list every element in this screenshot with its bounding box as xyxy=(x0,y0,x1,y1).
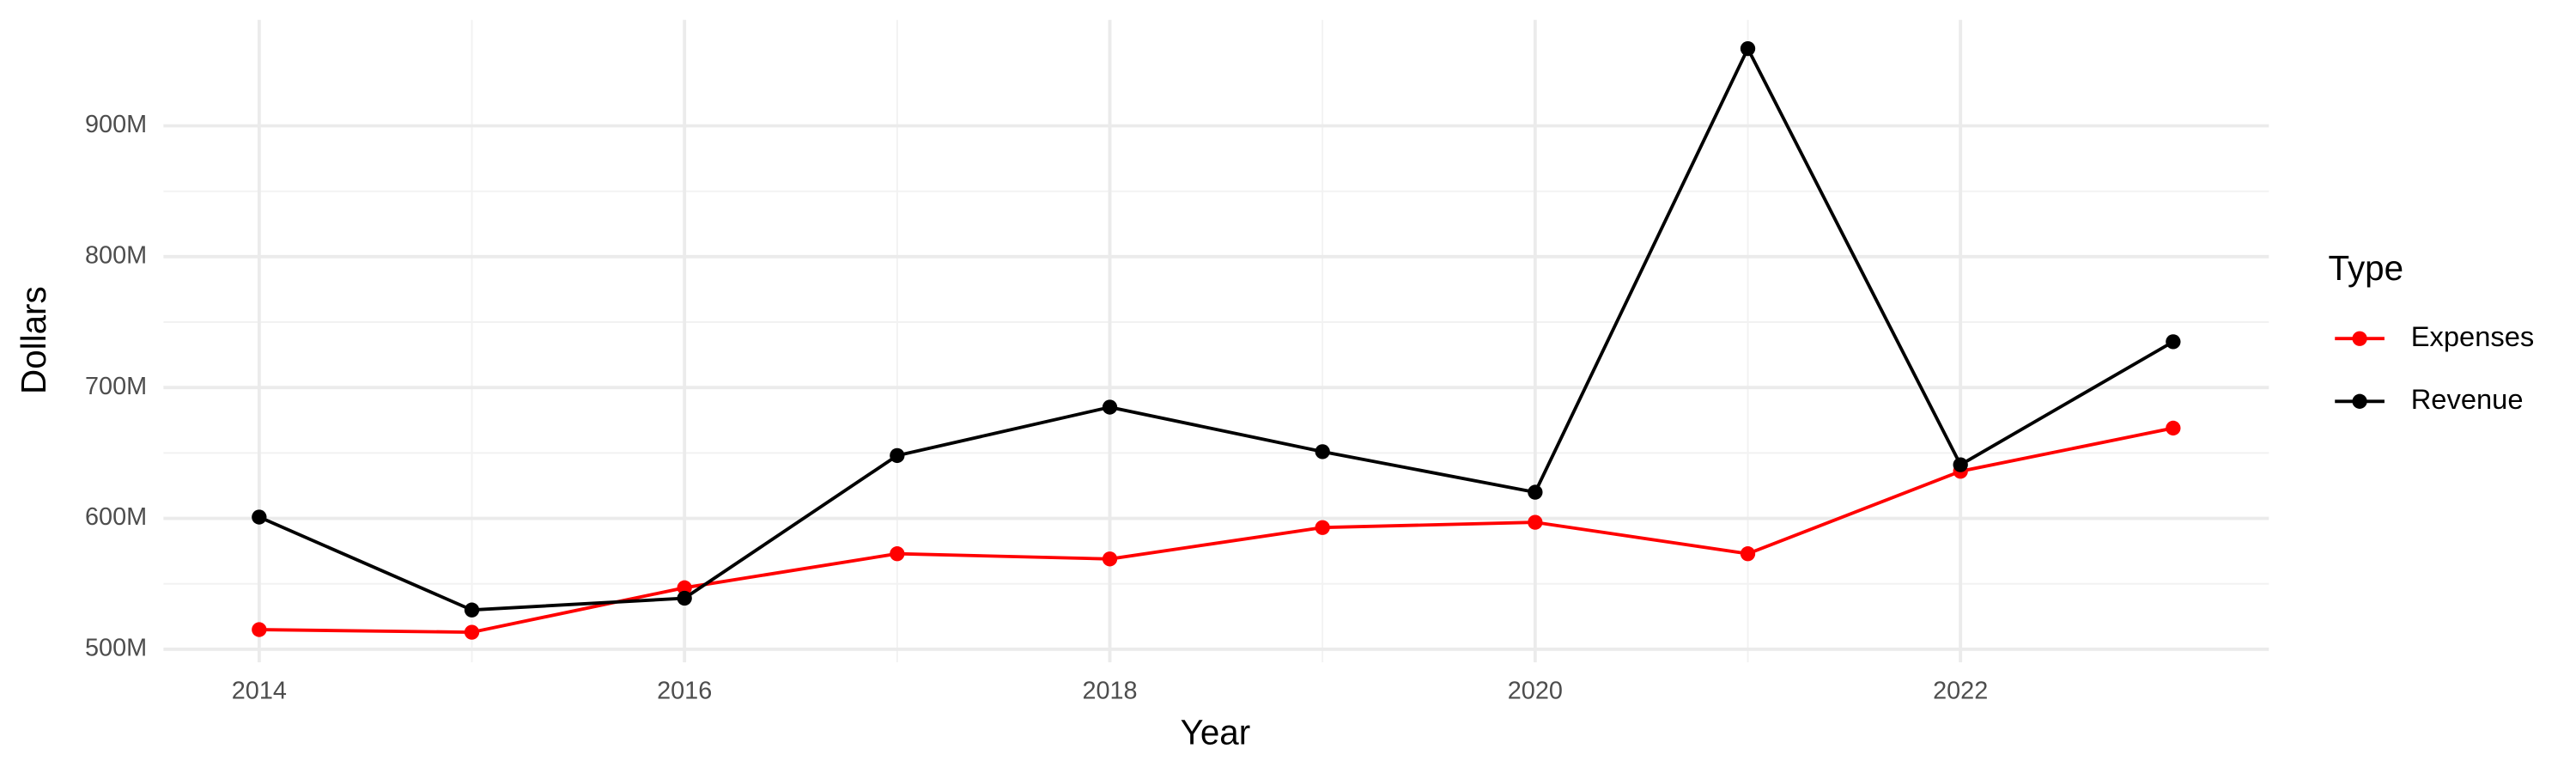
data-point xyxy=(1315,520,1330,535)
data-point xyxy=(2166,334,2181,350)
data-point xyxy=(464,624,480,640)
x-axis-title: Year xyxy=(1181,712,1251,752)
data-point xyxy=(1315,444,1330,460)
y-tick-label: 800M xyxy=(85,241,147,269)
y-tick-label: 600M xyxy=(85,503,147,531)
data-point xyxy=(1528,514,1543,530)
data-point xyxy=(252,622,267,637)
data-point xyxy=(890,447,905,464)
data-point xyxy=(1740,40,1756,57)
legend-label: Revenue xyxy=(2411,383,2524,415)
data-point xyxy=(677,580,692,595)
data-point xyxy=(1953,457,1968,472)
legend-key-point xyxy=(2352,393,2367,409)
x-tick-label: 2018 xyxy=(1082,677,1137,704)
x-tick-label: 2022 xyxy=(1933,677,1988,704)
y-tick-label: 900M xyxy=(85,111,147,138)
series-line xyxy=(258,45,2174,612)
data-point xyxy=(252,509,267,525)
legend-title: Type xyxy=(2329,248,2404,288)
data-point xyxy=(890,546,905,562)
data-point xyxy=(677,590,692,606)
x-tick-label: 2016 xyxy=(657,677,712,704)
data-point xyxy=(1102,399,1118,415)
data-point xyxy=(1102,551,1118,567)
y-tick-label: 700M xyxy=(85,373,147,400)
series-line xyxy=(258,426,2174,635)
data-point xyxy=(2166,420,2181,436)
data-point xyxy=(464,602,480,618)
legend-label: Expenses xyxy=(2411,320,2535,352)
legend-key-point xyxy=(2352,331,2367,346)
x-tick-label: 2020 xyxy=(1508,677,1563,704)
x-tick-label: 2014 xyxy=(232,677,287,704)
data-point xyxy=(1528,484,1543,500)
data-point xyxy=(1740,546,1756,562)
y-axis-title: Dollars xyxy=(14,286,53,394)
y-tick-label: 500M xyxy=(85,635,147,662)
